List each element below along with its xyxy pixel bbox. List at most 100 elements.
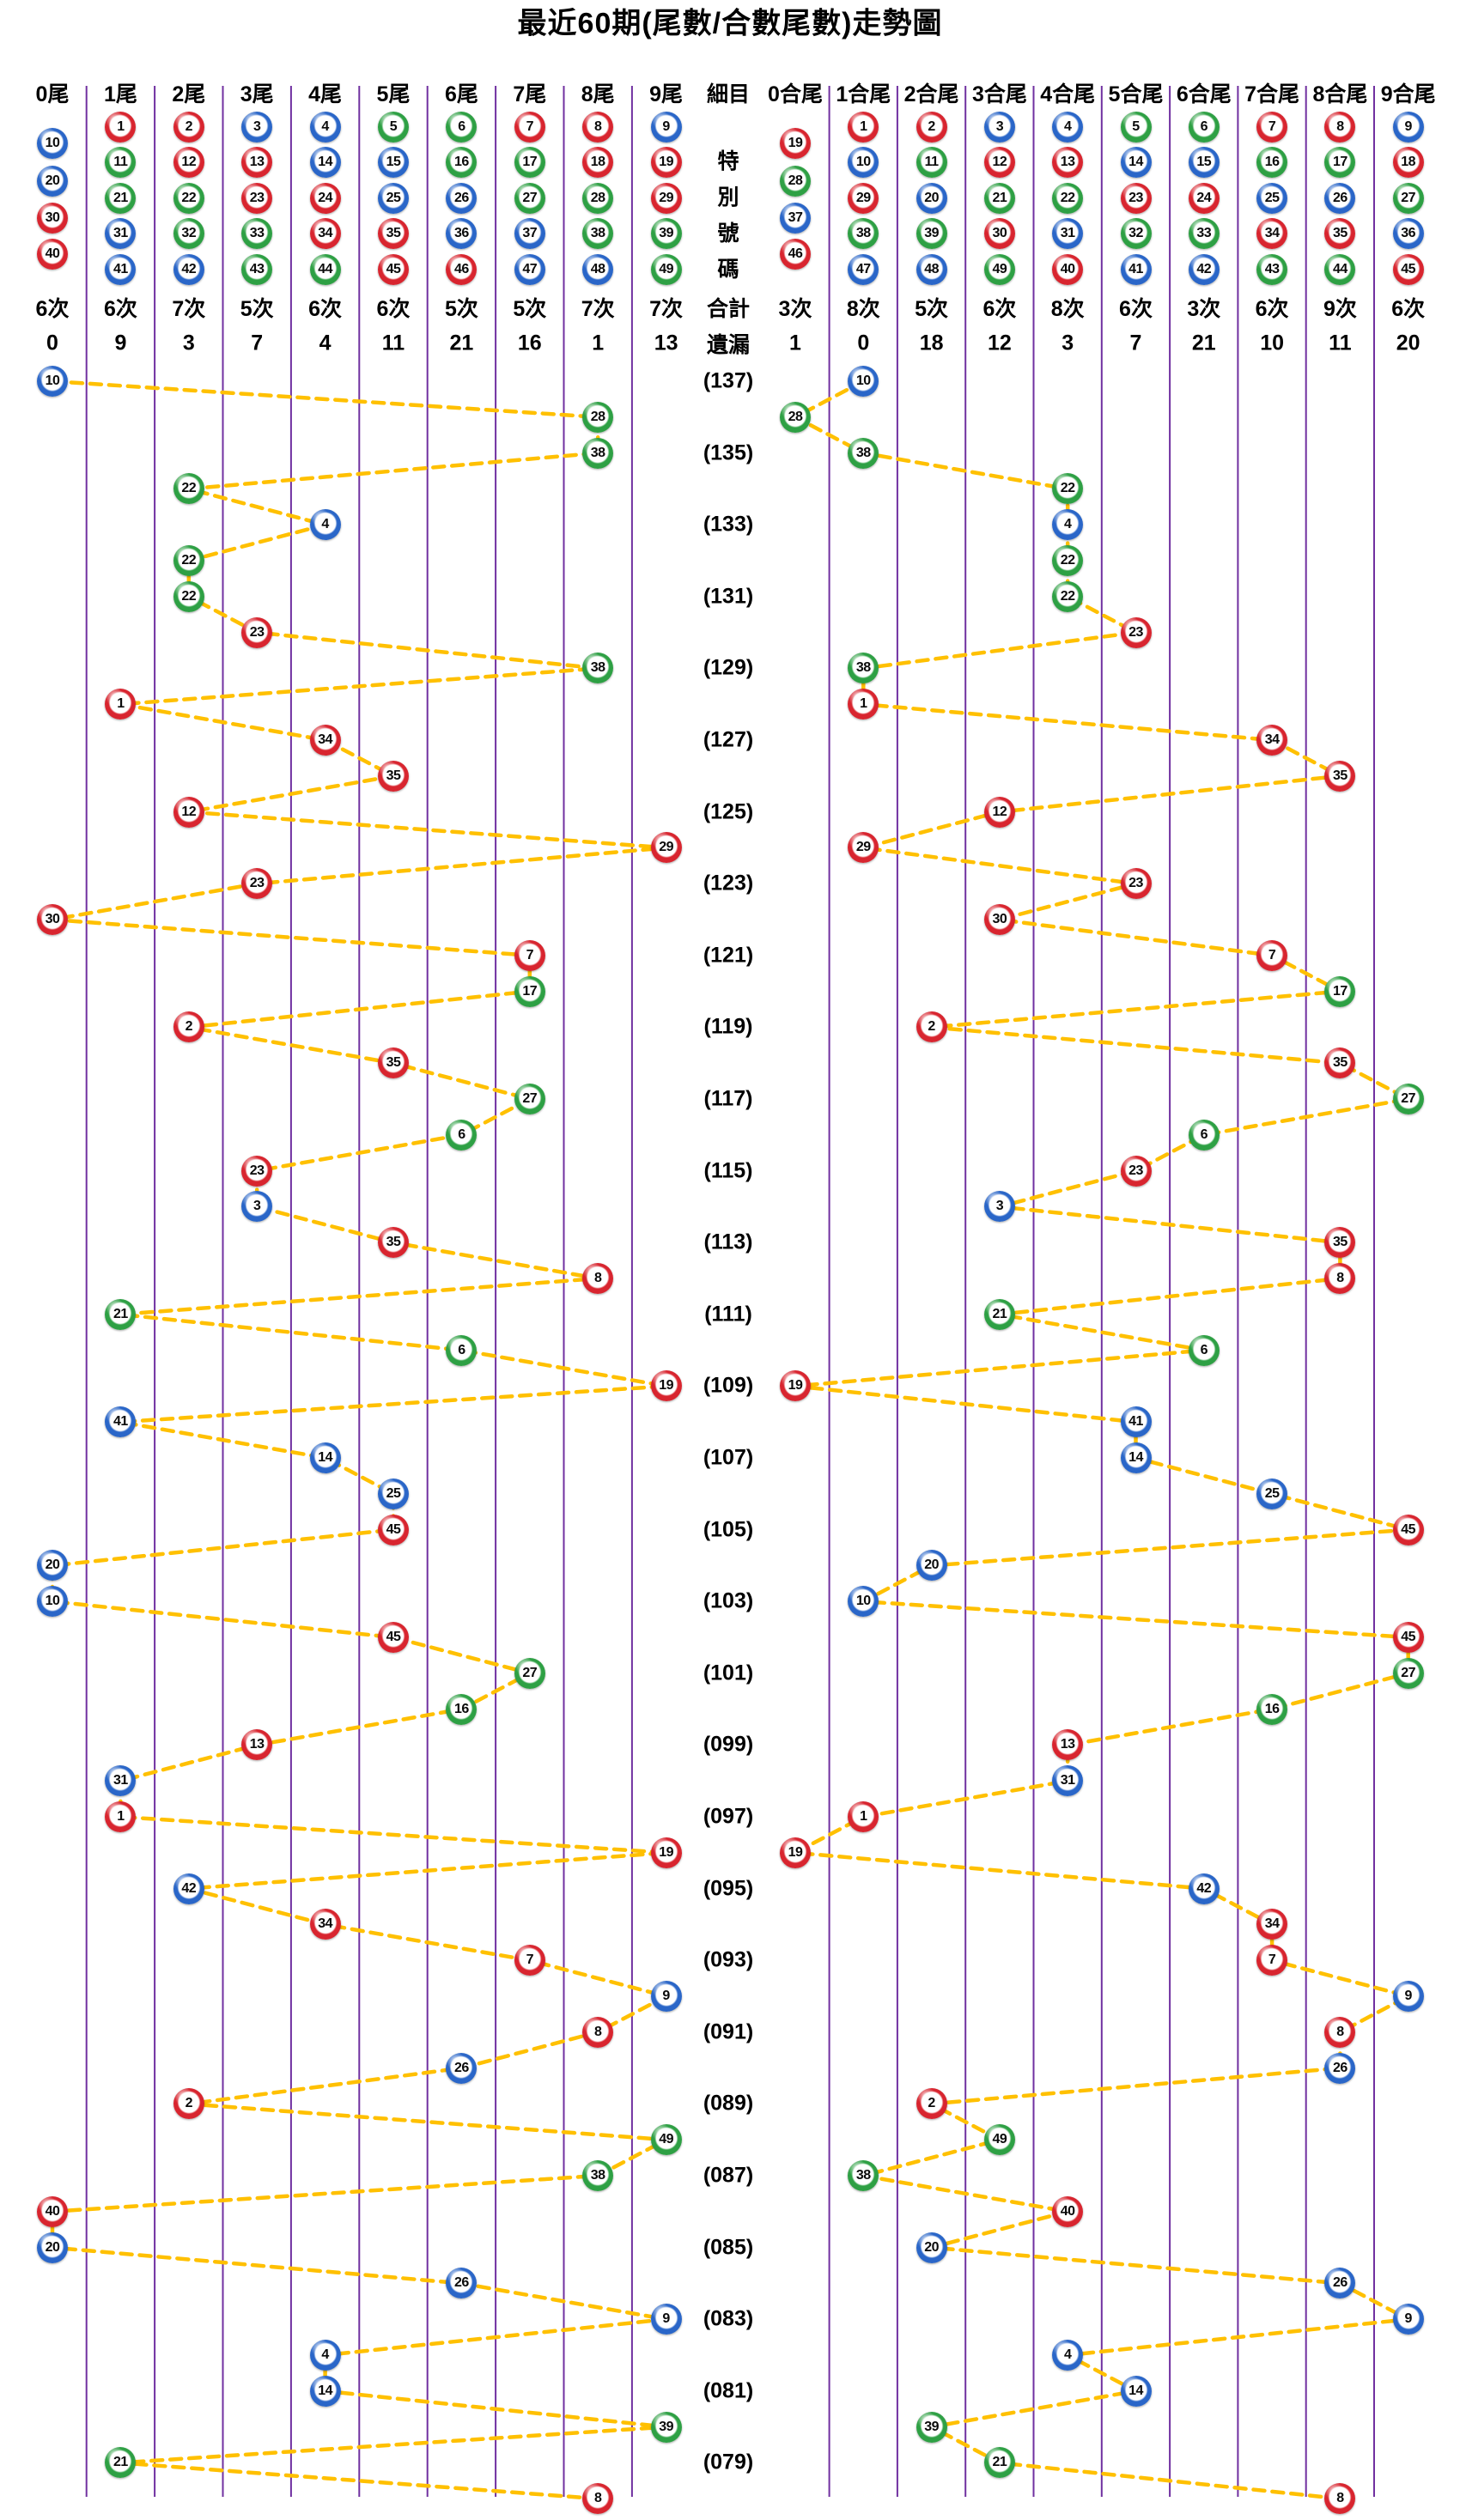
- chart-ball-sumtail-084: 26: [1324, 2268, 1356, 2299]
- chart-ball-sumtail-109: 19: [780, 1370, 811, 1402]
- header-ball: 46: [780, 239, 811, 270]
- period-label-105: (105): [703, 1517, 754, 1542]
- header-ball: 35: [1324, 218, 1356, 249]
- header-ball: 3: [983, 112, 1015, 143]
- header-ball: 19: [650, 147, 682, 178]
- chart-ball-tail-113: 35: [378, 1227, 409, 1259]
- header-ball: 41: [105, 254, 137, 285]
- chart-ball-tail-119: 2: [173, 1011, 204, 1043]
- header-ball: 12: [173, 147, 204, 178]
- header-ball: 35: [378, 218, 409, 249]
- miss-cell-right-8: 11: [1329, 331, 1352, 355]
- period-label-137: (137): [703, 368, 754, 393]
- header-ball: 23: [1120, 183, 1152, 214]
- header-ball: 7: [1256, 112, 1288, 143]
- chart-ball-tail-118: 35: [378, 1047, 409, 1079]
- column-header-right-2: 2合尾: [903, 82, 959, 106]
- chart-ball-tail-124: 29: [650, 832, 682, 864]
- header-ball: 26: [1324, 183, 1356, 214]
- header-ball: 27: [514, 183, 545, 214]
- chart-ball-sumtail-079: 21: [983, 2447, 1015, 2479]
- chart-ball-sumtail-115: 23: [1120, 1155, 1152, 1187]
- header-ball: 15: [1188, 147, 1220, 178]
- header-ball: 42: [173, 254, 204, 285]
- chart-ball-tail-121: 7: [514, 939, 545, 971]
- total-cell-left-4: 6次: [308, 297, 343, 321]
- chart-ball-sumtail-092: 9: [1392, 1981, 1424, 2012]
- chart-ball-sumtail-125: 12: [983, 796, 1015, 828]
- miss-cell-right-4: 3: [1062, 331, 1074, 355]
- header-ball: 16: [446, 147, 478, 178]
- header-ball: 4: [309, 112, 341, 143]
- chart-ball-sumtail-086: 40: [1052, 2195, 1084, 2227]
- period-label-115: (115): [703, 1158, 753, 1183]
- total-cell-right-7: 6次: [1255, 297, 1289, 321]
- chart-ball-sumtail-099: 13: [1052, 1729, 1084, 1761]
- chart-ball-sumtail-085: 20: [916, 2232, 947, 2263]
- chart-ball-sumtail-080: 39: [916, 2411, 947, 2443]
- header-ball: 44: [1324, 254, 1356, 285]
- total-cell-right-8: 9次: [1323, 297, 1357, 321]
- period-label-091: (091): [703, 2019, 754, 2044]
- chart-ball-tail-079: 21: [105, 2447, 137, 2479]
- chart-ball-sumtail-124: 29: [848, 832, 879, 864]
- header-ball: 31: [1052, 218, 1084, 249]
- period-label-125: (125): [703, 799, 754, 824]
- header-ball: 28: [780, 166, 811, 197]
- chart-ball-tail-112: 8: [582, 1263, 614, 1294]
- chart-ball-tail-092: 9: [650, 1981, 682, 2012]
- chart-ball-tail-090: 26: [446, 2052, 478, 2084]
- column-header-left-4: 4尾: [308, 82, 343, 106]
- total-cell-left-3: 5次: [240, 297, 274, 321]
- total-cell-left-8: 7次: [581, 297, 615, 321]
- chart-ball-tail-105: 45: [378, 1514, 409, 1545]
- header-ball: 16: [1256, 147, 1288, 178]
- header-ball: 9: [650, 112, 682, 143]
- chart-ball-sumtail-137: 10: [848, 366, 879, 397]
- chart-ball-sumtail-110: 6: [1188, 1334, 1220, 1366]
- miss-cell-left-1: 9: [114, 331, 127, 355]
- chart-ball-tail-103: 10: [37, 1586, 68, 1618]
- header-ball: 33: [241, 218, 273, 249]
- header-ball: 15: [378, 147, 409, 178]
- chart-ball-sumtail-102: 45: [1392, 1622, 1424, 1653]
- chart-ball-tail-096: 19: [650, 1837, 682, 1868]
- header-ball: 23: [241, 183, 273, 214]
- header-ball: 34: [1256, 218, 1288, 249]
- chart-ball-sumtail-130: 23: [1120, 616, 1152, 648]
- header-ball: 9: [1392, 112, 1424, 143]
- chart-ball-tail-095: 42: [173, 1873, 204, 1904]
- header-ball: 4: [1052, 112, 1084, 143]
- miss-cell-right-6: 21: [1191, 331, 1216, 355]
- header-ball: 29: [848, 183, 879, 214]
- total-cell-right-3: 6次: [982, 297, 1017, 321]
- header-ball: 44: [309, 254, 341, 285]
- column-header-left-1: 1尾: [103, 82, 137, 106]
- chart-ball-tail-111: 21: [105, 1298, 137, 1330]
- header-ball: 8: [582, 112, 614, 143]
- header-ball: 33: [1188, 218, 1220, 249]
- chart-ball-tail-102: 45: [378, 1622, 409, 1653]
- period-label-113: (113): [703, 1230, 753, 1254]
- period-label-083: (083): [703, 2306, 754, 2331]
- header-ball: 28: [582, 183, 614, 214]
- chart-ball-tail-109: 19: [650, 1370, 682, 1402]
- total-cell-left-7: 5次: [513, 297, 547, 321]
- header-ball: 49: [983, 254, 1015, 285]
- header-ball: 19: [780, 128, 811, 159]
- header-ball: 24: [309, 183, 341, 214]
- period-label-117: (117): [703, 1086, 753, 1111]
- chart-ball-tail-137: 10: [37, 366, 68, 397]
- header-ball: 48: [916, 254, 947, 285]
- header-ball: 43: [241, 254, 273, 285]
- column-header-left-3: 3尾: [240, 82, 274, 106]
- header-ball: 11: [105, 147, 137, 178]
- column-header-right-8: 8合尾: [1312, 82, 1368, 106]
- special-number-label-char: 號: [717, 222, 739, 246]
- chart-ball-sumtail-133: 4: [1052, 509, 1084, 541]
- column-header-right-5: 5合尾: [1108, 82, 1164, 106]
- chart-ball-sumtail-082: 4: [1052, 2340, 1084, 2371]
- page-title: 最近60期(尾數/合數尾數)走勢圖: [517, 7, 943, 40]
- special-number-label-char: 碼: [717, 258, 739, 282]
